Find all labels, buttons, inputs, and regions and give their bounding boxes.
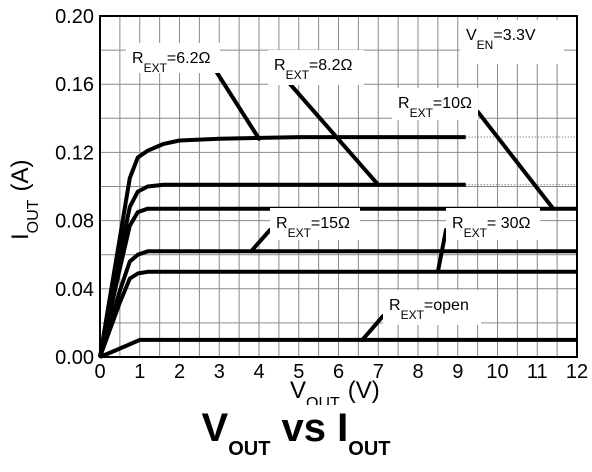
y-tick-label: 0.04 xyxy=(55,279,94,301)
series-label-main: R xyxy=(274,57,286,74)
x-tick-label: 9 xyxy=(452,361,463,383)
series-label-box-0 xyxy=(126,43,220,73)
series-label-box-1 xyxy=(268,50,364,85)
series-label-main: R xyxy=(276,215,288,232)
series-label-1: REXT=8.2Ω xyxy=(274,57,352,82)
series-label-3: REXT=15Ω xyxy=(276,215,350,240)
series-label-main: R xyxy=(389,297,401,314)
series-line-3 xyxy=(98,249,577,358)
y-tick-label: 0.12 xyxy=(55,142,94,164)
x-tick-label: 7 xyxy=(373,361,384,383)
y-axis-label: IOUT(A) xyxy=(7,160,42,240)
series-label-main: R xyxy=(452,215,464,232)
y-tick-label: 0.00 xyxy=(55,347,94,369)
condition-box xyxy=(460,20,564,64)
series-label-value: =15Ω xyxy=(311,215,350,232)
y-tick-label: 0.20 xyxy=(55,6,94,28)
x-tick-label: 3 xyxy=(214,361,225,383)
plot-border xyxy=(99,15,578,358)
x-tick-label: 0 xyxy=(94,361,105,383)
series-label-sub: EXT xyxy=(464,226,488,240)
series-label-value: =open xyxy=(424,297,469,314)
series-label-value: = 30Ω xyxy=(487,215,531,232)
series-label-box-3 xyxy=(270,208,360,240)
y-tick-label: 0.08 xyxy=(55,211,94,233)
leader-line-1 xyxy=(288,82,381,187)
x-tick-label: 1 xyxy=(134,361,145,383)
title-i-sub: OUT xyxy=(348,438,391,460)
series-label-box-2 xyxy=(392,88,478,120)
x-tick-label: 2 xyxy=(174,361,185,383)
series-label-5: REXT=open xyxy=(389,297,469,322)
title-v-sub: OUT xyxy=(228,438,271,460)
series-label-4: REXT= 30Ω xyxy=(452,215,530,240)
series-label-value: =6.2Ω xyxy=(167,50,211,67)
x-tick-label: 11 xyxy=(527,361,548,383)
x-tick-label: 8 xyxy=(412,361,423,383)
title-vs-i: vs I xyxy=(281,406,349,450)
leader-lines xyxy=(212,66,556,342)
chart-title: VOUT vs IOUT xyxy=(0,406,592,459)
title-v: V xyxy=(201,406,229,450)
series-label-box-4 xyxy=(446,208,540,240)
series-label-2: REXT=10Ω xyxy=(398,95,472,120)
axes: 0 1 2 3 4 5 6 7 8 9 10 11 120.000.040.080.120.160.20… xyxy=(7,6,588,405)
leader-line-4 xyxy=(435,228,448,274)
series-label-sub: EXT xyxy=(288,226,312,240)
y-tick-label: 0.16 xyxy=(55,74,94,96)
series-label-0: REXT=6.2Ω xyxy=(132,50,210,75)
x-axis-label: VOUT (V) xyxy=(290,377,380,405)
series-label-box-5 xyxy=(383,290,481,325)
leader-line-0 xyxy=(212,66,261,141)
x-tick-label: 10 xyxy=(486,361,508,383)
series-line-0 xyxy=(98,135,466,358)
series-line-4 xyxy=(98,269,577,358)
x-tick-label: 6 xyxy=(333,361,344,383)
series-label-sub: EXT xyxy=(286,68,310,82)
leader-line-2 xyxy=(476,110,556,211)
leader-line-5 xyxy=(360,314,385,342)
series-label-sub: EXT xyxy=(410,106,434,120)
series-line-1 xyxy=(98,182,466,358)
series-label-value: =8.2Ω xyxy=(309,57,353,74)
x-tick-label: 12 xyxy=(566,361,588,383)
series-label-main: R xyxy=(132,50,144,67)
series-label-sub: EXT xyxy=(144,61,168,75)
x-tick-label: 4 xyxy=(253,361,264,383)
series-label-main: R xyxy=(398,95,410,112)
series-label-value: =10Ω xyxy=(433,95,472,112)
condition-label: VEN=3.3V xyxy=(466,27,536,52)
leader-line-3 xyxy=(249,228,272,254)
series-line-5 xyxy=(99,337,577,359)
x-tick-label: 5 xyxy=(293,361,304,383)
series-label-sub: EXT xyxy=(401,308,425,322)
